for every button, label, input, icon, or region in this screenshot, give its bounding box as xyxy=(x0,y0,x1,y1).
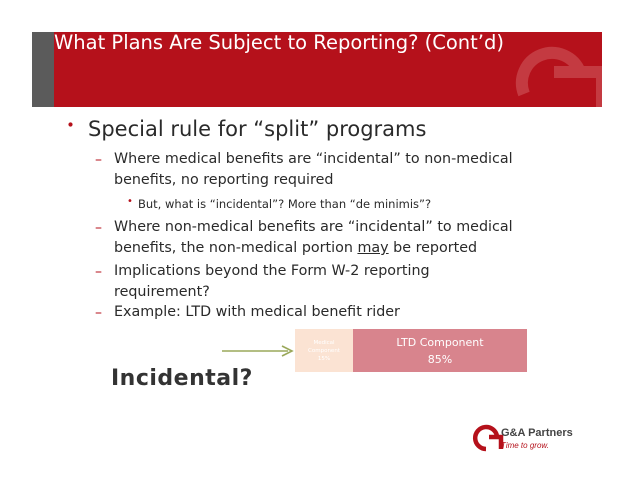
arrow-right-icon xyxy=(222,345,294,357)
sub-item-4: Example: LTD with medical benefit rider xyxy=(114,304,400,320)
sub-item-3: Implications beyond the Form W-2 reporti… xyxy=(114,261,584,303)
sub-item-2-text-pre: benefits, the non-medical portion xyxy=(114,240,358,256)
sub-item-2-underlined-word: may xyxy=(357,240,389,256)
sub-item-3-line-2: requirement? xyxy=(114,284,210,300)
title-bar xyxy=(54,32,602,107)
title-logo-watermark xyxy=(516,46,602,107)
medical-label-line-1: Medical xyxy=(313,339,335,346)
dash-icon: – xyxy=(95,152,102,168)
incidental-label: Incidental? xyxy=(111,366,253,391)
logo-name: G&A Partners xyxy=(501,427,573,439)
ltd-label: LTD Component xyxy=(396,335,484,349)
medical-component-box: Medical Component 15% xyxy=(295,329,353,372)
title-accent-bar xyxy=(32,32,54,107)
sub-sub-item: But, what is “incidental”? More than “de… xyxy=(138,197,432,211)
medical-percent: 15% xyxy=(317,355,331,362)
sub-item-1-line-1: Where medical benefits are “incidental” … xyxy=(114,151,513,167)
ltd-percent: 85% xyxy=(427,352,453,366)
medical-label-line-2: Component xyxy=(308,347,340,354)
sub-item-2: Where non-medical benefits are “incident… xyxy=(114,217,584,259)
sub-item-2-line-2: benefits, the non-medical portion may be… xyxy=(114,238,584,259)
bullet-dot-icon xyxy=(68,122,73,127)
slide-title: What Plans Are Subject to Reporting? (Co… xyxy=(54,31,504,54)
dash-icon: – xyxy=(95,305,102,321)
main-bullet: Special rule for “split” programs xyxy=(88,117,427,141)
dash-icon: – xyxy=(95,220,102,236)
sub-item-3-line-1: Implications beyond the Form W-2 reporti… xyxy=(114,263,430,279)
ga-partners-logo-icon xyxy=(472,424,504,452)
sub-bullet-dot-icon: • xyxy=(127,196,133,207)
sub-item-2-line-1: Where non-medical benefits are “incident… xyxy=(114,219,513,235)
sub-item-1-line-2: benefits, no reporting required xyxy=(114,172,334,188)
ltd-component-box: LTD Component 85% xyxy=(353,329,527,372)
sub-item-1: Where medical benefits are “incidental” … xyxy=(114,149,584,191)
sub-item-2-text-post: be reported xyxy=(388,240,478,256)
dash-icon: – xyxy=(95,264,102,280)
logo-tagline: Time to grow. xyxy=(501,441,549,450)
